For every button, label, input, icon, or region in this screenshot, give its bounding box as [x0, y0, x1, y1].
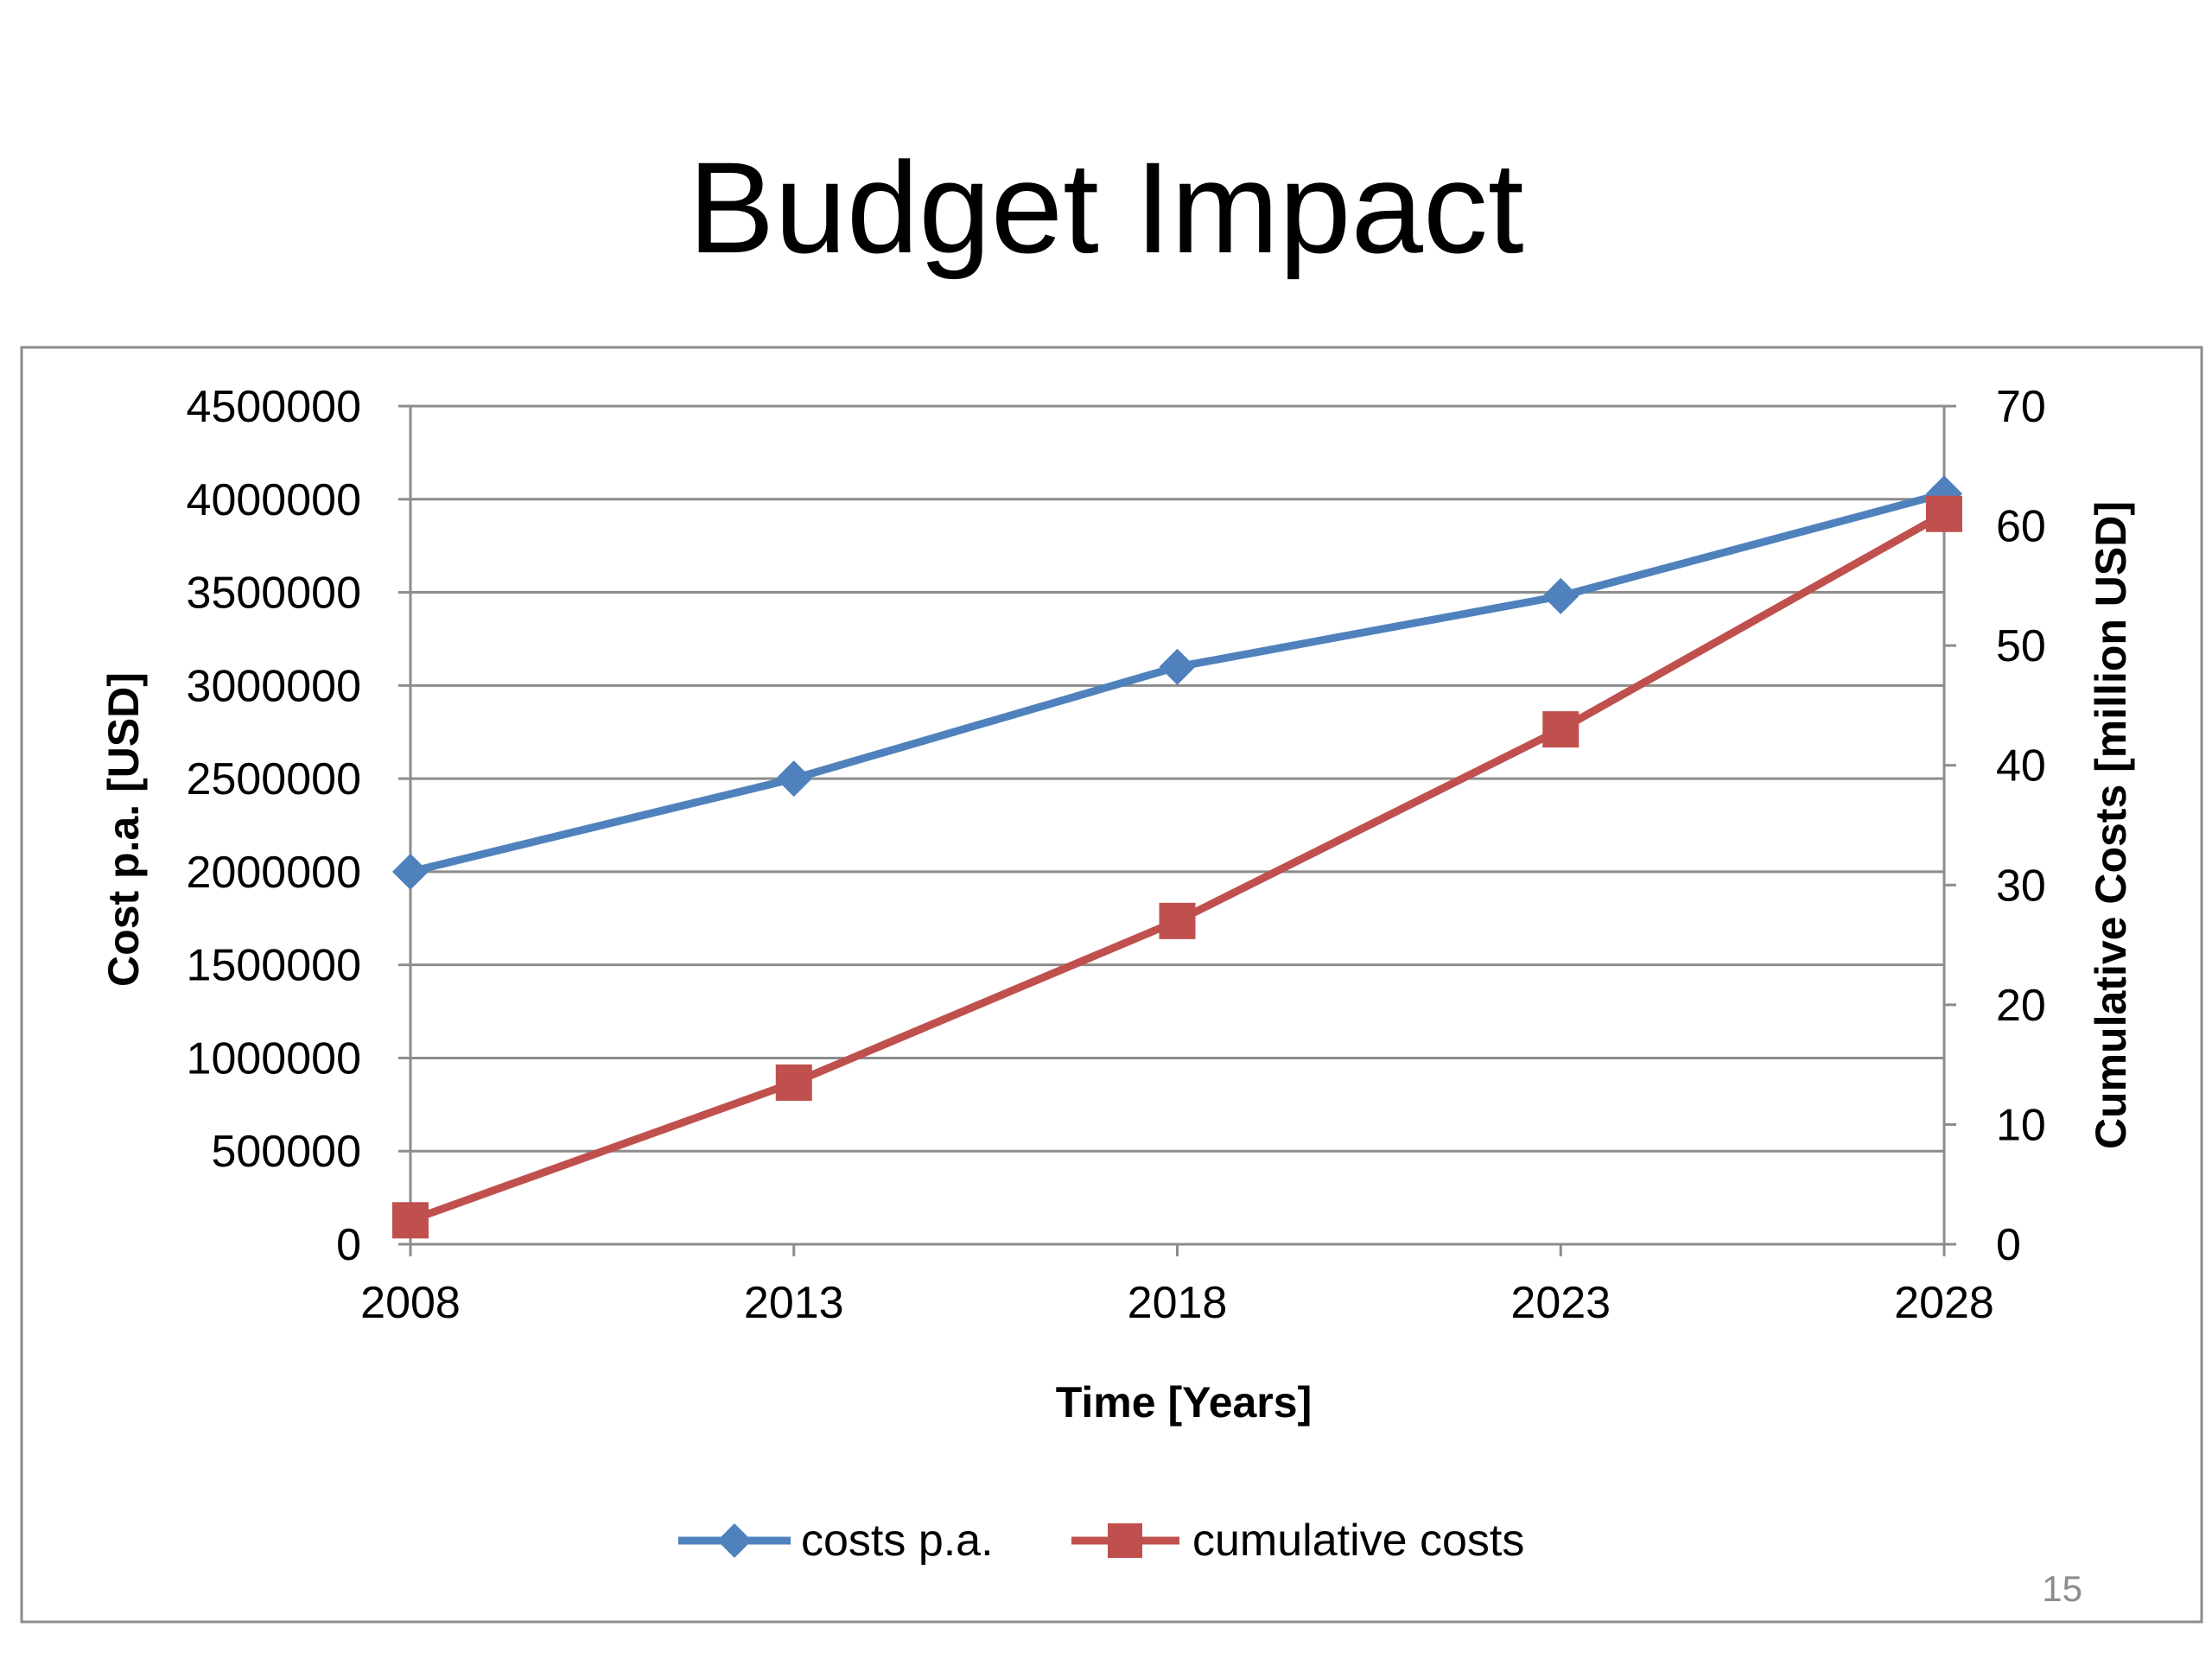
y-tick-label: 0	[336, 1220, 361, 1270]
data-point-costs-pa	[392, 853, 429, 890]
data-point-cumulative-costs	[1542, 711, 1580, 748]
y2-tick-label: 20	[1996, 981, 2046, 1031]
y-tick-label: 2500000	[187, 754, 361, 804]
data-point-cumulative-costs	[1926, 495, 1962, 532]
slide-title: Budget Impact	[688, 135, 1524, 280]
x-tick-label: 2018	[1128, 1278, 1228, 1328]
y-tick-label: 2000000	[187, 848, 361, 898]
y-tick-label: 1000000	[187, 1033, 361, 1084]
axes: 0 500000 1000000 1500000 2000000 2500000 30000…	[187, 382, 2046, 1328]
legend-item-cumulative-costs: cumulative costs	[1071, 1516, 1524, 1566]
x-tick-label: 2013	[744, 1278, 844, 1328]
legend-label-cumulative-costs: cumulative costs	[1192, 1516, 1524, 1566]
x-tick-label: 2008	[360, 1278, 461, 1328]
y-tick-label: 3500000	[187, 569, 361, 619]
data-point-costs-pa	[775, 760, 812, 798]
data-point-costs-pa	[1542, 577, 1580, 614]
legend-item-costs-pa: costs p.a.	[678, 1516, 994, 1566]
legend-marker-square	[1108, 1523, 1142, 1558]
data-point-cumulative-costs	[775, 1064, 812, 1101]
y-axis-title: Cost p.a. [USD]	[99, 672, 148, 987]
y2-tick-label: 50	[1996, 621, 2046, 671]
y-tick-label: 3000000	[187, 661, 361, 711]
y2-tick-label: 10	[1996, 1100, 2046, 1150]
data-point-cumulative-costs	[1159, 902, 1196, 939]
chart-frame	[20, 346, 2203, 1624]
x-tick-label: 2028	[1894, 1278, 1994, 1328]
y2-tick-label: 0	[1996, 1220, 2021, 1270]
y-tick-label: 4000000	[187, 475, 361, 525]
y2-tick-label: 40	[1996, 741, 2046, 791]
data-point-costs-pa	[1159, 648, 1196, 685]
page-number: 15	[2042, 1568, 2082, 1609]
y-tick-label: 500000	[211, 1127, 361, 1177]
y2-axis-title: Cumulative Costs [million USD]	[2087, 501, 2135, 1149]
y2-tick-label: 70	[1996, 382, 2046, 432]
y-tick-label: 1500000	[187, 941, 361, 991]
data-point-cumulative-costs	[392, 1202, 429, 1239]
x-tick-label: 2023	[1510, 1278, 1611, 1328]
legend: costs p.a. cumulative costs	[678, 1516, 1524, 1566]
legend-label-costs-pa: costs p.a.	[801, 1516, 994, 1566]
y2-tick-label: 30	[1996, 861, 2046, 911]
y-tick-label: 4500000	[187, 382, 361, 432]
gridlines	[410, 404, 1944, 1246]
legend-marker-diamond	[717, 1523, 752, 1558]
x-axis-title: Time [Years]	[1056, 1378, 1312, 1427]
series-layer	[392, 475, 1962, 1239]
y2-tick-label: 60	[1996, 502, 2046, 552]
